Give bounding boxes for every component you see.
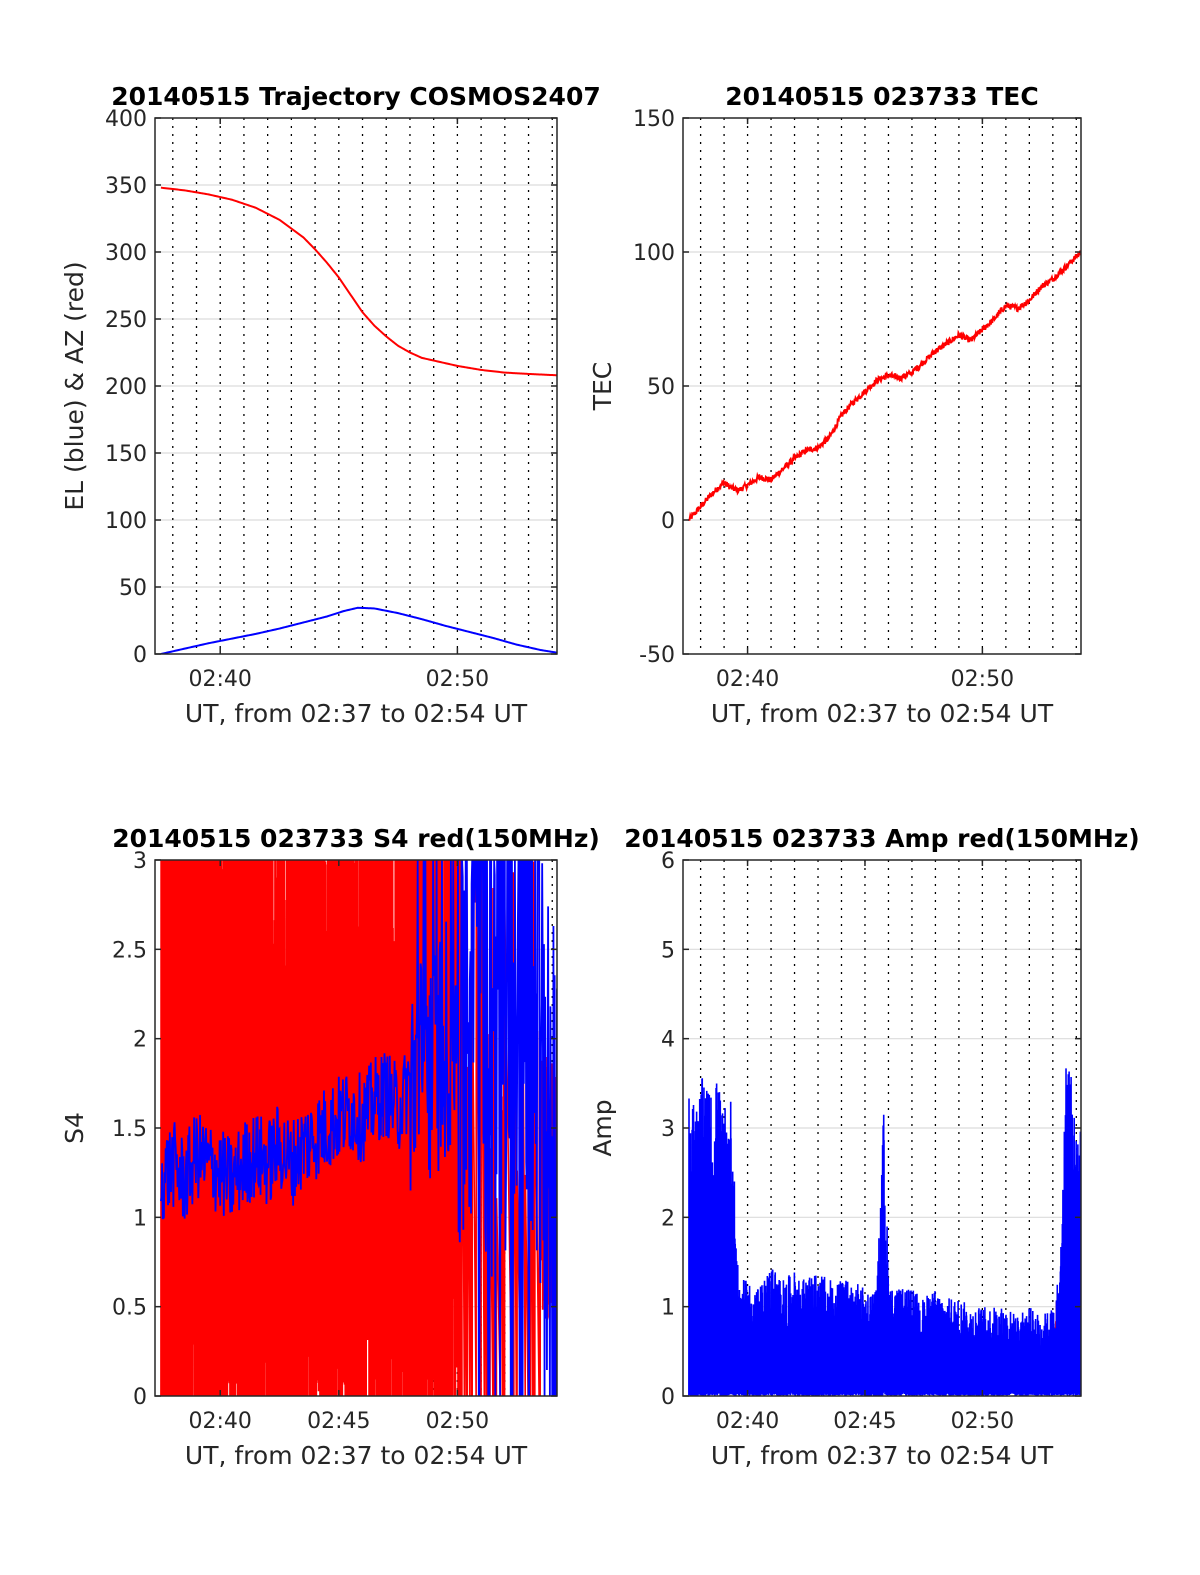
x-tick-label: 02:50 <box>426 1409 489 1434</box>
y-tick-label: 200 <box>105 375 147 400</box>
x-tick-label: 02:45 <box>307 1409 370 1434</box>
y-axis-label: TEC <box>588 362 617 412</box>
y-tick-label: 100 <box>633 241 675 266</box>
s4-blue-trace <box>160 860 557 1396</box>
chart-title: 20140515 023733 S4 red(150MHz) <box>112 824 600 853</box>
y-tick-label: 2 <box>661 1206 675 1231</box>
x-tick-label: 02:40 <box>716 667 779 692</box>
series-group <box>687 250 1081 521</box>
x-axis-label: UT, from 02:37 to 02:54 UT <box>711 1441 1054 1470</box>
y-tick-label: 1 <box>661 1296 675 1321</box>
series-group <box>160 860 557 1396</box>
y-tick-label: 0 <box>661 1385 675 1410</box>
y-tick-label: 1 <box>133 1206 147 1231</box>
amp-blue-trace <box>688 1068 1081 1396</box>
x-tick-label: 02:50 <box>951 1409 1014 1434</box>
series-group <box>160 186 557 654</box>
y-tick-label: 2.5 <box>112 938 147 963</box>
subplot-3: 0 0.5 1 1.5 2 2.5 3 02:40 02:45 02:50 20140515 023… <box>60 824 600 1470</box>
x-tick-label: 02:40 <box>716 1409 779 1434</box>
y-tick-label: 3 <box>661 1117 675 1142</box>
y-tick-label: 50 <box>119 576 147 601</box>
series-red-line <box>160 186 557 377</box>
y-tick-label: 400 <box>105 107 147 132</box>
y-tick-label: 5 <box>661 938 675 963</box>
y-axis-label: Amp <box>588 1099 617 1156</box>
series-blue-line <box>160 606 557 654</box>
y-tick-label: 1.5 <box>112 1117 147 1142</box>
chart-title: 20140515 Trajectory COSMOS2407 <box>111 82 601 111</box>
chart-title: 20140515 023733 Amp red(150MHz) <box>624 824 1140 853</box>
x-tick-label: 02:40 <box>189 1409 252 1434</box>
x-axis-label: UT, from 02:37 to 02:54 UT <box>185 699 528 728</box>
x-axis-label: UT, from 02:37 to 02:54 UT <box>185 1441 528 1470</box>
y-tick-label: -50 <box>639 643 675 668</box>
y-tick-label: 0.5 <box>112 1296 147 1321</box>
y-tick-label: 6 <box>661 849 675 874</box>
y-axis-label: S4 <box>60 1112 89 1144</box>
x-tick-label: 02:45 <box>833 1409 896 1434</box>
y-tick-label: 300 <box>105 241 147 266</box>
y-tick-label: 3 <box>133 849 147 874</box>
y-tick-label: 2 <box>133 1028 147 1053</box>
x-tick-label: 02:50 <box>426 667 489 692</box>
y-tick-label: 150 <box>105 442 147 467</box>
y-tick-label: 350 <box>105 174 147 199</box>
subplot-4: 0 1 2 3 4 5 6 02:40 02:45 02:50 20140515 023733 Am… <box>588 824 1140 1470</box>
tec-line <box>687 250 1081 521</box>
subplot-2: -50 0 50 100 150 02:40 02:50 20140515 023733 TE… <box>588 82 1082 728</box>
y-tick-label: 150 <box>633 107 675 132</box>
x-tick-label: 02:40 <box>189 667 252 692</box>
y-tick-label: 0 <box>661 509 675 534</box>
x-axis-label: UT, from 02:37 to 02:54 UT <box>711 699 1054 728</box>
y-tick-label: 50 <box>647 375 675 400</box>
y-tick-label: 0 <box>133 643 147 668</box>
s4-red-trace <box>160 860 557 1396</box>
y-tick-label: 4 <box>661 1028 675 1053</box>
series-group <box>688 1068 1081 1396</box>
y-tick-label: 0 <box>133 1385 147 1410</box>
y-tick-label: 100 <box>105 509 147 534</box>
chart-title: 20140515 023733 TEC <box>725 82 1038 111</box>
y-tick-label: 250 <box>105 308 147 333</box>
x-tick-label: 02:50 <box>951 667 1014 692</box>
y-axis-label: EL (blue) & AZ (red) <box>60 261 89 510</box>
subplot-1: 0 50 100 150 200 250 300 350 400 02:40 02:50 201405… <box>60 82 601 728</box>
